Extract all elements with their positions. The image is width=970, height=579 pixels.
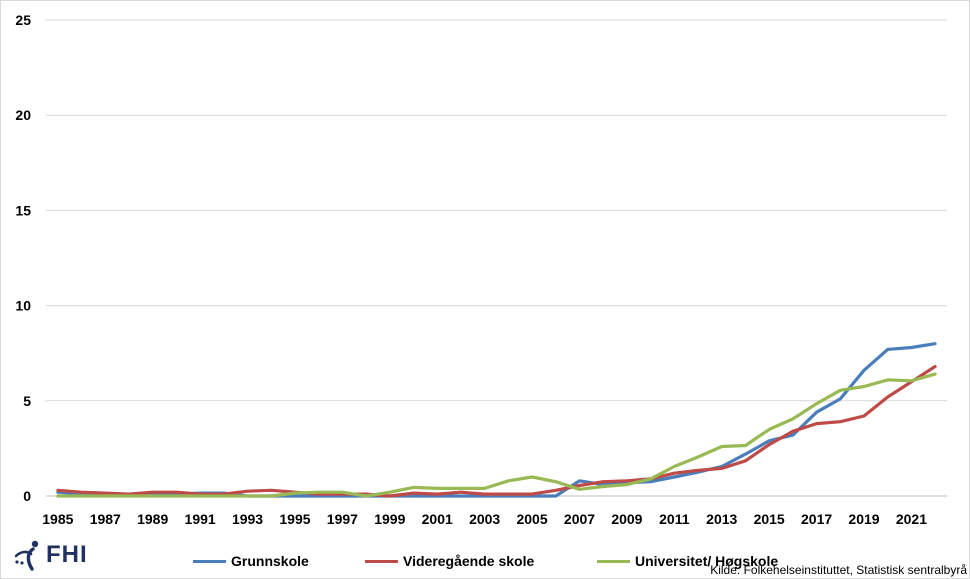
legend-item-universitet-hogskole: Universitet/ Høgskole bbox=[597, 552, 778, 570]
y-tick-label: 5 bbox=[23, 393, 31, 409]
source-note: Kilde: Folkehelseinstituttet, Statistisk… bbox=[710, 563, 967, 577]
x-tick-label: 2015 bbox=[754, 511, 785, 527]
y-tick-label: 15 bbox=[15, 202, 31, 218]
x-tick-label: 1997 bbox=[327, 511, 358, 527]
legend-swatch-grunnskole bbox=[193, 559, 226, 563]
x-tick-label: 2009 bbox=[611, 511, 642, 527]
series-lines bbox=[56, 342, 937, 498]
x-tick-label: 2019 bbox=[848, 511, 879, 527]
y-tick-label: 20 bbox=[15, 107, 31, 123]
series-line-videregaende-skole bbox=[56, 364, 937, 498]
x-tick-label: 1991 bbox=[185, 511, 216, 527]
fhi-logo-text: FHI bbox=[46, 541, 88, 568]
x-tick-label: 1993 bbox=[232, 511, 263, 527]
legend-label-grunnskole: Grunnskole bbox=[231, 553, 309, 569]
y-tick-label: 0 bbox=[23, 488, 31, 504]
series-line-grunnskole bbox=[56, 342, 937, 498]
x-tick-label: 2005 bbox=[516, 511, 547, 527]
x-tick-label: 1985 bbox=[42, 511, 73, 527]
x-tick-label: 2011 bbox=[659, 511, 690, 527]
fhi-logo-icon bbox=[14, 540, 39, 571]
x-tick-label: 2013 bbox=[706, 511, 737, 527]
legend-swatch-videregaende-skole bbox=[365, 559, 398, 563]
x-tick-label: 2007 bbox=[564, 511, 595, 527]
x-tick-label: 2001 bbox=[422, 511, 453, 527]
legend-label-videregaende-skole: Videregående skole bbox=[403, 553, 535, 569]
x-tick-label: 1987 bbox=[90, 511, 121, 527]
legend-item-videregaende-skole: Videregående skole bbox=[365, 552, 534, 570]
y-tick-label: 25 bbox=[15, 12, 31, 28]
legend-label-universitet-hogskole: Universitet/ Høgskole bbox=[635, 553, 779, 569]
series-line-universitet-hogskole bbox=[56, 372, 937, 498]
y-axis-tick-labels: 0 5 10 15 20 25 bbox=[15, 12, 31, 504]
legend-item-grunnskole: Grunnskole bbox=[193, 552, 309, 570]
x-tick-label: 1989 bbox=[137, 511, 168, 527]
x-tick-label: 2003 bbox=[469, 511, 500, 527]
x-tick-label: 1999 bbox=[374, 511, 405, 527]
x-axis-tick-labels: 1985 1987 1989 1991 1993 1995 1997 1999 2001 2003… bbox=[42, 511, 927, 527]
legend-swatch-universitet-hogskole bbox=[597, 559, 630, 563]
x-tick-label: 1995 bbox=[279, 511, 310, 527]
x-tick-label: 2021 bbox=[896, 511, 927, 527]
gridlines bbox=[46, 19, 947, 497]
fhi-logo: FHI bbox=[13, 539, 88, 571]
x-tick-label: 2017 bbox=[801, 511, 832, 527]
y-tick-label: 10 bbox=[15, 298, 31, 314]
